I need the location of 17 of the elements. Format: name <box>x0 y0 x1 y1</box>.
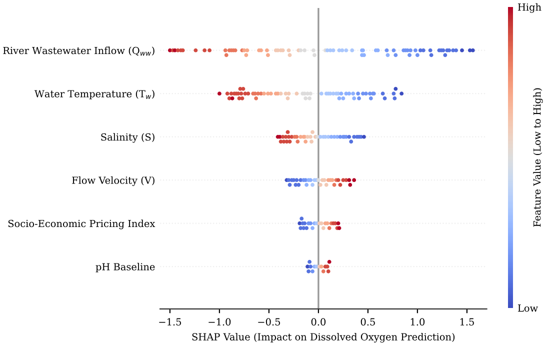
x-tick-label: −1.0 <box>208 318 231 326</box>
y-tick-label: pH Baseline <box>96 262 155 272</box>
x-tick-label: 0.5 <box>360 318 375 326</box>
x-axis-title: SHAP Value (Impact on Dissolved Oxygen Prediction) <box>192 332 455 343</box>
color-bar-title: Feature Value (Low to High) <box>533 88 543 227</box>
x-tick-label: 1.0 <box>410 318 425 326</box>
y-tick-label: River Wastewater Inflow (Q$_{ww}$) <box>3 46 154 56</box>
color-bar-label: Low <box>518 304 538 312</box>
x-tick-label: −1.5 <box>159 318 182 326</box>
color-bar-label: High <box>518 3 542 13</box>
y-tick-label: Socio-Economic Pricing Index <box>8 220 156 230</box>
y-tick-label: Water Temperature (T$_{w}$) <box>34 90 154 100</box>
x-tick-label: −0.5 <box>258 318 280 326</box>
y-tick-label: Salinity (S) <box>101 133 154 143</box>
y-tick-label: Flow Velocity (V) <box>72 176 154 186</box>
x-tick-label: 1.5 <box>460 318 474 326</box>
x-tick-label: 0.0 <box>311 318 326 326</box>
